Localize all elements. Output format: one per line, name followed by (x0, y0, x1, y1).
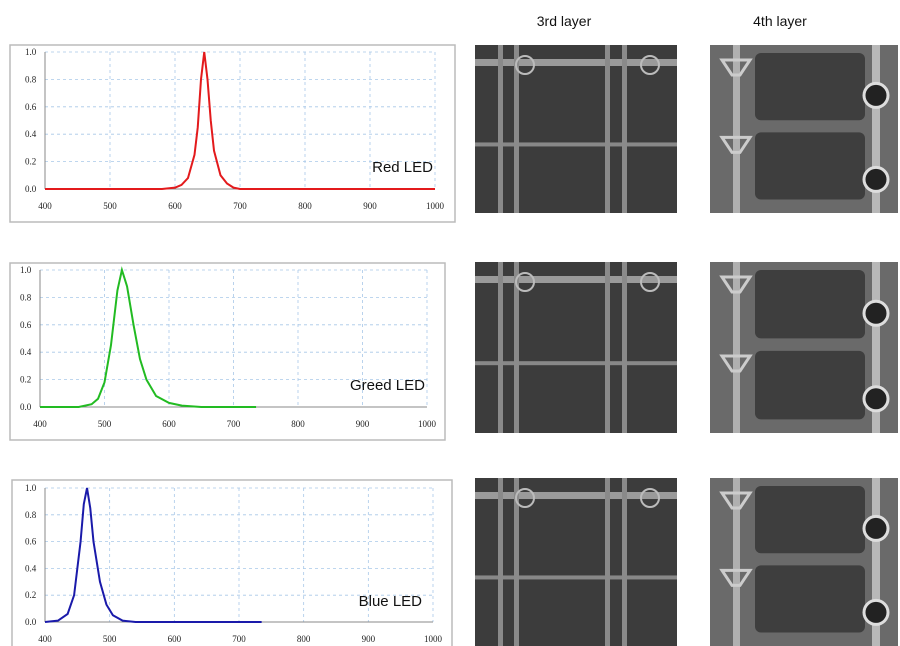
y-tick-label: 0.4 (20, 347, 32, 357)
x-tick-label: 700 (232, 634, 246, 644)
y-tick-label: 1.0 (25, 483, 37, 493)
metal-line (622, 262, 627, 433)
x-tick-label: 500 (103, 634, 117, 644)
x-tick-label: 1000 (426, 201, 445, 211)
x-tick-label: 600 (162, 419, 176, 429)
x-tick-label: 800 (291, 419, 305, 429)
micrograph (475, 262, 677, 433)
y-tick-label: 1.0 (25, 47, 37, 57)
pixel-cell (755, 486, 865, 553)
y-tick-label: 0.4 (25, 563, 37, 573)
metal-line (475, 575, 677, 579)
pixel-cell (755, 53, 865, 120)
y-tick-label: 0.6 (25, 537, 37, 547)
y-tick-label: 0.0 (25, 617, 37, 627)
via (864, 301, 888, 325)
via (864, 600, 888, 624)
y-tick-label: 0.0 (20, 402, 32, 412)
x-tick-label: 600 (168, 634, 182, 644)
metal-line (475, 276, 677, 283)
metal-line (475, 142, 677, 146)
image-header: 4th layer (753, 13, 807, 29)
y-tick-label: 0.6 (20, 320, 32, 330)
y-tick-label: 0.0 (25, 184, 37, 194)
micrograph (710, 262, 898, 433)
micrograph-bg (475, 478, 677, 646)
metal-line (605, 45, 610, 213)
x-tick-label: 700 (227, 419, 241, 429)
x-tick-label: 1000 (424, 634, 443, 644)
metal-line (498, 478, 503, 646)
x-tick-label: 900 (362, 634, 376, 644)
x-tick-label: 400 (38, 201, 52, 211)
chart-annotation: Greed LED (350, 377, 425, 394)
y-tick-label: 1.0 (20, 265, 32, 275)
chart-frame (10, 45, 455, 222)
micrograph-bg (475, 262, 677, 433)
metal-line (733, 478, 740, 646)
x-tick-label: 500 (98, 419, 112, 429)
x-tick-label: 500 (103, 201, 117, 211)
x-tick-label: 900 (356, 419, 370, 429)
pixel-cell (755, 565, 865, 632)
metal-line (475, 492, 677, 499)
pixel-cell (755, 132, 865, 199)
x-tick-label: 700 (233, 201, 247, 211)
y-tick-label: 0.2 (25, 157, 36, 167)
x-tick-label: 1000 (418, 419, 437, 429)
figure: 3rd layer 4th layer 400 500 600 700 800 900 10… (0, 0, 900, 646)
y-tick-label: 0.2 (20, 375, 31, 385)
chart-annotation: Red LED (372, 159, 433, 176)
x-tick-label: 400 (33, 419, 47, 429)
metal-line (475, 59, 677, 66)
micrograph (710, 478, 898, 646)
chart-annotation: Blue LED (359, 593, 423, 610)
chart-frame (10, 263, 445, 440)
x-tick-label: 400 (38, 634, 52, 644)
metal-line (475, 361, 677, 365)
via (864, 387, 888, 411)
metal-line (498, 45, 503, 213)
y-tick-label: 0.2 (25, 590, 36, 600)
pixel-cell (755, 351, 865, 419)
x-tick-label: 800 (297, 634, 311, 644)
micrograph (710, 45, 898, 213)
x-tick-label: 600 (168, 201, 182, 211)
micrograph (475, 478, 677, 646)
y-tick-label: 0.8 (25, 74, 37, 84)
metal-line (733, 262, 740, 433)
metal-line (605, 262, 610, 433)
micrograph (475, 45, 677, 213)
y-tick-label: 0.8 (20, 292, 32, 302)
metal-line (622, 478, 627, 646)
metal-line (498, 262, 503, 433)
metal-line (733, 45, 740, 213)
micrograph-bg (475, 45, 677, 213)
y-tick-label: 0.6 (25, 102, 37, 112)
y-tick-label: 0.4 (25, 129, 37, 139)
x-tick-label: 900 (363, 201, 377, 211)
pixel-cell (755, 270, 865, 338)
metal-line (605, 478, 610, 646)
metal-line (622, 45, 627, 213)
via (864, 83, 888, 107)
via (864, 167, 888, 191)
x-tick-label: 800 (298, 201, 312, 211)
image-header: 3rd layer (537, 13, 592, 29)
y-tick-label: 0.8 (25, 510, 37, 520)
via (864, 516, 888, 540)
